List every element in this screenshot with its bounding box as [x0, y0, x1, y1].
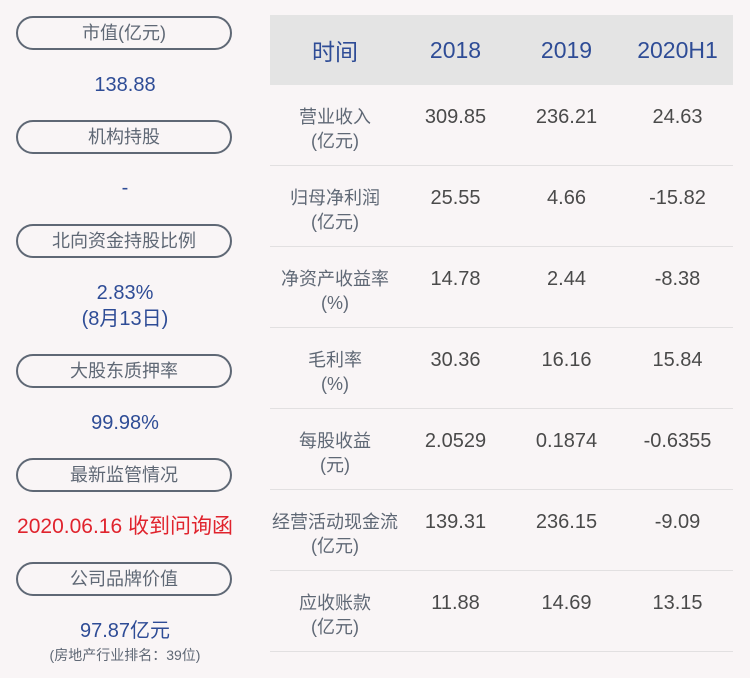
metric-name: 归母净利润: [290, 188, 380, 208]
table-row: 每股收益 (元) 2.0529 0.1874 -0.6355: [270, 409, 733, 490]
metric-name: 经营活动现金流: [272, 512, 398, 532]
northbound-holding-value: 2.83%: [96, 282, 154, 304]
cell-value: 14.78: [430, 268, 481, 290]
pledge-ratio-label: 大股东质押率: [16, 354, 232, 388]
metric-unit: (元): [320, 455, 350, 475]
northbound-holding-label: 北向资金持股比例: [16, 224, 232, 258]
institutional-holding-label: 机构持股: [16, 120, 232, 154]
cell-value: 24.63: [652, 106, 703, 128]
regulatory-status-value: 2020.06.16 收到问询函: [17, 515, 233, 538]
northbound-holding-date: (8月13日): [81, 308, 169, 330]
cell-value: 0.1874: [535, 430, 598, 452]
brand-value-rank-note: (房地产行业排名：39位): [49, 647, 201, 663]
brand-value-value: 97.87亿元: [79, 620, 171, 642]
cell-value: 2.44: [547, 268, 586, 290]
cell-value: 15.84: [652, 349, 703, 371]
cell-value: 139.31: [424, 511, 487, 533]
cell-value: -8.38: [654, 268, 701, 290]
row-label: 应收账款 (亿元): [270, 571, 400, 639]
row-label: 经营活动现金流 (亿元): [270, 490, 400, 558]
metric-name: 每股收益: [299, 431, 371, 451]
cell-value: 16.16: [541, 349, 592, 371]
table-row: 净资产收益率 (%) 14.78 2.44 -8.38: [270, 247, 733, 328]
market-cap-value: 138.88: [94, 74, 156, 96]
table-row: 经营活动现金流 (亿元) 139.31 236.15 -9.09: [270, 490, 733, 571]
header-2019: 2019: [540, 36, 593, 63]
metric-name: 营业收入: [299, 107, 371, 127]
header-2020h1: 2020H1: [637, 36, 718, 63]
cell-value: 14.69: [541, 592, 592, 614]
table-header: 时间 2018 2019 2020H1: [270, 15, 733, 85]
header-time: 时间: [312, 39, 358, 65]
metric-unit: (亿元): [311, 212, 359, 232]
cell-value: 236.15: [535, 511, 598, 533]
header-2018: 2018: [429, 36, 482, 63]
cell-value: 25.55: [430, 187, 481, 209]
table-row: 归母净利润 (亿元) 25.55 4.66 -15.82: [270, 166, 733, 247]
financial-table: 时间 2018 2019 2020H1 营业收入 (亿元) 309.85 236.…: [270, 15, 733, 652]
brand-value-label: 公司品牌价值: [16, 562, 232, 596]
cell-value: 309.85: [424, 106, 487, 128]
metric-unit: (亿元): [311, 617, 359, 637]
cell-value: 13.15: [652, 592, 703, 614]
metric-unit: (亿元): [311, 536, 359, 556]
regulatory-status-label: 最新监管情况: [16, 458, 232, 492]
row-label: 每股收益 (元): [270, 409, 400, 477]
row-label: 毛利率 (%): [270, 328, 400, 396]
cell-value: -9.09: [654, 511, 701, 533]
table-row: 应收账款 (亿元) 11.88 14.69 13.15: [270, 571, 733, 652]
row-label: 营业收入 (亿元): [270, 85, 400, 153]
metric-name: 净资产收益率: [281, 269, 389, 289]
metric-unit: (%): [321, 293, 349, 313]
table-row: 毛利率 (%) 30.36 16.16 15.84: [270, 328, 733, 409]
cell-value: -15.82: [649, 187, 706, 209]
pledge-ratio-value: 99.98%: [91, 412, 159, 434]
cell-value: 2.0529: [424, 430, 487, 452]
cell-value: 30.36: [430, 349, 481, 371]
market-cap-label: 市值(亿元): [16, 16, 232, 50]
cell-value: 11.88: [431, 592, 480, 614]
cell-value: -0.6355: [643, 430, 712, 452]
metric-unit: (%): [321, 374, 349, 394]
table-row: 营业收入 (亿元) 309.85 236.21 24.63: [270, 85, 733, 166]
row-label: 净资产收益率 (%): [270, 247, 400, 315]
metric-name: 毛利率: [308, 350, 362, 370]
cell-value: 236.21: [535, 106, 598, 128]
metric-unit: (亿元): [311, 131, 359, 151]
cell-value: 4.66: [547, 187, 586, 209]
metric-name: 应收账款: [299, 593, 371, 613]
row-label: 归母净利润 (亿元): [270, 166, 400, 234]
institutional-holding-value: -: [121, 177, 129, 199]
